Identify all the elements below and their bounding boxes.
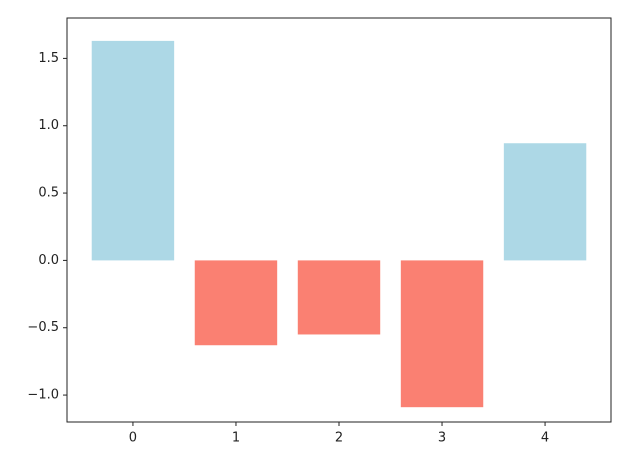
- x-tick-label: 1: [232, 431, 240, 446]
- x-tick-label: 2: [335, 431, 343, 446]
- y-tick-label: 0.0: [38, 253, 59, 268]
- y-tick-label: −1.0: [27, 388, 59, 403]
- y-tick-label: 1.0: [38, 118, 59, 133]
- x-tick-label: 3: [438, 431, 446, 446]
- x-tick-label: 0: [129, 431, 137, 446]
- x-tick-label: 4: [541, 431, 549, 446]
- bar: [400, 260, 484, 408]
- bar: [91, 40, 175, 261]
- y-tick-label: 0.5: [38, 186, 59, 201]
- bar: [194, 260, 278, 346]
- y-tick-label: 1.5: [38, 51, 59, 66]
- bar: [297, 260, 381, 335]
- bar: [503, 143, 587, 261]
- y-tick-label: −0.5: [27, 320, 59, 335]
